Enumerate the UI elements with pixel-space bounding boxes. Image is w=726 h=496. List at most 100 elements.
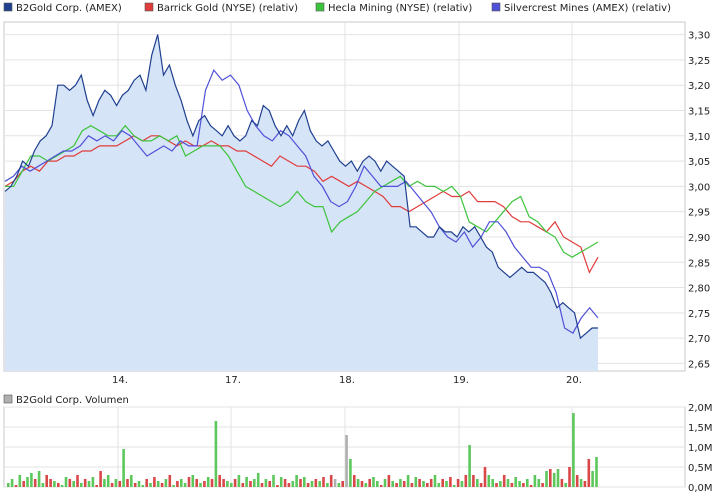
volume-bar [502,475,506,487]
volume-bar [495,483,498,487]
volume-bar [560,479,564,487]
volume-bar [210,479,214,487]
volume-bar [118,481,122,487]
volume-bar [283,479,287,487]
volume-bar [287,483,291,487]
volume-bar [99,471,102,487]
volume-bar [575,475,579,487]
volume-bar [418,479,421,487]
volume-bar [33,479,37,487]
volume-bar [30,473,33,487]
legend-label: Barrick Gold (NYSE) (relativ) [157,3,298,14]
volume-bar [322,477,325,487]
volume-bar [156,481,160,487]
volume-bar [279,477,283,487]
volume-bar [368,479,371,487]
volume-bar [387,475,391,487]
price-y-tick: 3,30 [688,31,710,42]
volume-bar [376,481,379,487]
volume-bar [41,483,45,487]
price-x-tick: 20. [566,375,582,386]
volume-bar [514,477,517,487]
volume-bar [464,475,468,487]
volume-bar [164,479,168,487]
volume-bar [345,435,348,487]
price-y-tick: 2,75 [688,309,710,320]
price-x-tick: 14. [112,375,128,386]
volume-bar [422,481,425,487]
volume-bar [414,477,418,487]
price-y-tick: 3,00 [688,182,710,193]
volume-bar [276,485,279,487]
volume-bar [49,479,52,487]
volume-bar [445,481,448,487]
volume-bar [552,473,556,487]
legend-label: Hecla Mining (NYSE) (relativ) [328,3,472,14]
volume-bar [222,479,225,487]
legend: B2Gold Corp. (AMEX) Barrick Gold (NYSE) (… [3,2,671,14]
volume-bar [226,481,229,487]
volume-bar [26,477,29,487]
volume-bar [195,479,198,487]
volume-bar [172,485,175,487]
volume-bar [568,467,571,487]
volume-y-tick: 0,0M [688,483,713,494]
volume-bar [80,483,83,487]
volume-bar [18,475,22,487]
volume-bar [57,483,60,487]
price-y-ticks: 3,30 3,25 3,20 3,15 3,10 3,05 3,00 2,95 2,90 2,85… [688,31,710,371]
volume-bar [337,483,341,487]
volume-bar [76,475,79,487]
price-area [5,34,598,371]
volume-bar [295,475,298,487]
price-y-tick: 2,85 [688,258,710,269]
price-y-tick: 2,65 [688,359,710,370]
volume-legend-swatch [3,394,13,404]
volume-bar [53,481,56,487]
price-y-tick: 2,95 [688,208,710,219]
volume-bar [472,475,475,487]
volume-bar [60,485,64,487]
volume-bar [353,475,356,487]
volume-bar [160,483,164,487]
volume-bar [106,475,110,487]
volume-bar [341,481,344,487]
volume-bar [95,485,98,487]
volume-bar [383,479,387,487]
volume-bar [326,483,329,487]
volume-bar [122,449,125,487]
volume-bar [45,475,48,487]
volume-bar [499,481,502,487]
volume-bar [245,477,248,487]
price-y-tick: 2,80 [688,284,710,295]
volume-bar [441,479,444,487]
volume-bar [410,483,414,487]
volume-legend: B2Gold Corp. Volumen [3,394,129,406]
volume-bar [130,475,133,487]
volume-bar [460,481,464,487]
volume-bar [303,477,306,487]
legend-swatch [491,2,501,12]
volume-bar [91,477,95,487]
volume-bar [64,477,68,487]
volume-bar [556,469,560,487]
volume-bar [233,479,237,487]
price-lines [4,34,599,340]
volume-bar [253,479,256,487]
volume-bar [541,483,544,487]
series-line [5,124,599,258]
volume-grid [4,406,685,488]
volume-bar [399,479,402,487]
volume-bar [468,445,471,487]
volume-bar [545,471,548,487]
volume-bar [591,471,594,487]
volume-bar [583,481,587,487]
volume-bar [168,475,172,487]
volume-bar [68,479,72,487]
volume-bar [22,481,25,487]
legend-swatch [315,2,325,12]
volume-y-tick: 2,0M [688,403,713,414]
volume-bar [203,481,206,487]
volume-bar [564,483,567,487]
price-x-tick: 17. [225,375,241,386]
